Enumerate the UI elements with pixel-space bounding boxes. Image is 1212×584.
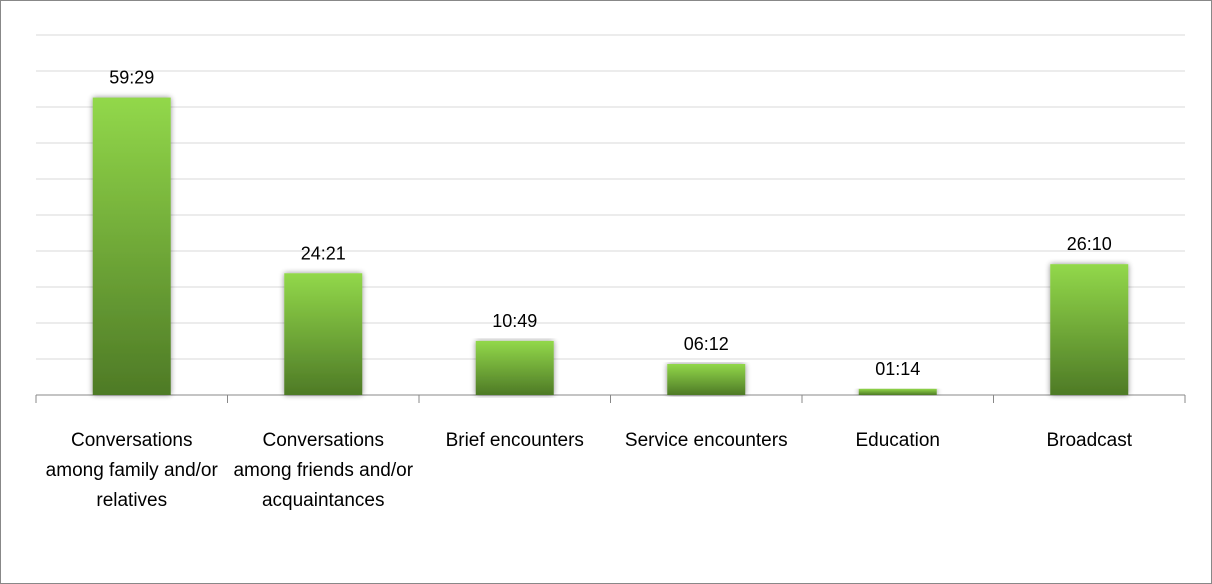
data-label: 59:29	[109, 68, 154, 88]
bar	[1050, 264, 1129, 395]
bar	[667, 364, 746, 395]
bar	[858, 388, 937, 395]
bar	[92, 97, 171, 396]
x-tick-label: Conversations among friends and/or acqua…	[233, 430, 414, 511]
x-tick-label: Brief encounters	[445, 430, 584, 451]
data-label: 10:49	[492, 311, 537, 331]
data-label: 24:21	[301, 243, 346, 263]
x-tick-label: Broadcast	[1046, 430, 1133, 451]
x-tick-label: Education	[855, 430, 940, 451]
x-tick-label: Conversations among family and/or relati…	[45, 430, 218, 511]
data-label: 06:12	[684, 334, 729, 354]
data-label: 26:10	[1067, 234, 1112, 254]
x-tick-label: Service encounters	[624, 430, 788, 451]
bar	[475, 340, 554, 395]
bar	[284, 273, 363, 395]
data-label: 01:14	[875, 359, 920, 379]
